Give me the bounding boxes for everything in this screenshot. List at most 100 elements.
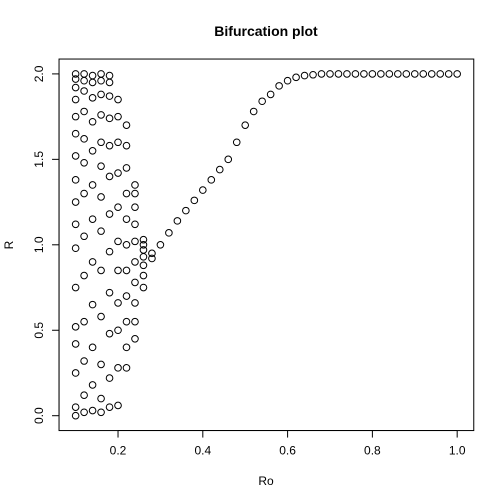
data-point xyxy=(410,70,419,78)
data-point xyxy=(317,70,326,78)
data-point xyxy=(71,323,80,331)
data-point xyxy=(88,94,97,102)
data-point xyxy=(148,254,156,263)
chart-title: Bifurcation plot xyxy=(214,23,318,39)
data-point xyxy=(80,87,88,95)
data-point xyxy=(105,210,114,218)
data-point xyxy=(88,406,97,415)
data-point xyxy=(343,70,351,78)
data-point xyxy=(232,138,241,147)
data-point xyxy=(300,71,309,80)
data-point xyxy=(97,227,105,235)
data-point xyxy=(80,70,88,78)
y-tick-label: 0.5 xyxy=(32,322,46,339)
data-point xyxy=(97,312,105,321)
data-point xyxy=(71,112,80,121)
data-point xyxy=(71,95,80,104)
data-point xyxy=(139,271,148,280)
data-point xyxy=(80,391,88,399)
data-point xyxy=(139,235,148,244)
data-point xyxy=(148,249,156,258)
data-point xyxy=(71,70,80,78)
data-point xyxy=(334,70,343,78)
data-point xyxy=(97,394,105,403)
data-point xyxy=(114,364,122,372)
data-point xyxy=(224,155,233,164)
data-point xyxy=(88,147,97,155)
data-point xyxy=(88,215,97,223)
data-point xyxy=(283,76,292,85)
data-point xyxy=(156,241,165,249)
data-point xyxy=(122,292,131,300)
data-point xyxy=(131,334,139,343)
data-point xyxy=(71,198,80,206)
data-point xyxy=(80,317,88,326)
data-point xyxy=(97,90,105,99)
data-point xyxy=(326,70,334,78)
y-tick-label: 1.0 xyxy=(32,236,46,253)
data-point xyxy=(71,340,80,348)
data-point xyxy=(351,70,360,78)
data-point xyxy=(131,317,139,326)
data-point xyxy=(368,70,377,78)
data-point xyxy=(80,158,88,167)
data-point xyxy=(114,138,122,147)
data-point xyxy=(71,369,80,377)
data-point xyxy=(114,266,122,275)
data-point xyxy=(122,189,131,198)
data-point xyxy=(131,237,139,246)
data-point xyxy=(105,403,114,411)
data-points xyxy=(71,70,461,420)
data-point xyxy=(131,299,139,307)
data-point xyxy=(122,317,131,326)
data-point xyxy=(97,70,105,78)
data-point xyxy=(419,70,428,78)
data-point xyxy=(258,97,266,106)
data-point xyxy=(80,357,88,365)
data-point xyxy=(88,258,97,266)
data-point xyxy=(88,181,97,189)
data-point xyxy=(139,261,148,270)
data-point xyxy=(182,206,190,215)
data-point xyxy=(114,112,122,121)
data-point xyxy=(114,203,122,212)
data-point xyxy=(394,70,402,78)
x-tick-label: 0.6 xyxy=(279,444,296,458)
data-point xyxy=(97,193,105,201)
data-point xyxy=(114,326,122,335)
data-point xyxy=(427,70,436,78)
data-point xyxy=(292,73,300,82)
data-point xyxy=(453,70,461,78)
data-point xyxy=(122,343,131,352)
data-point xyxy=(105,92,114,100)
data-point xyxy=(207,176,216,184)
data-point xyxy=(105,141,114,150)
x-tick-label: 0.8 xyxy=(364,444,381,458)
data-point xyxy=(114,169,122,177)
data-point xyxy=(114,299,122,307)
data-point xyxy=(165,229,173,237)
data-point xyxy=(97,360,105,369)
data-point xyxy=(122,266,131,275)
data-point xyxy=(105,71,114,80)
y-axis: 0.0 0.5 1.0 1.5 2.0 xyxy=(32,65,60,424)
data-point xyxy=(88,381,97,389)
data-point xyxy=(71,176,80,184)
data-point xyxy=(71,129,80,138)
data-point xyxy=(114,95,122,104)
data-point xyxy=(105,329,114,338)
data-point xyxy=(71,283,80,292)
y-tick-label: 0.0 xyxy=(32,407,46,424)
data-point xyxy=(71,244,80,253)
data-point xyxy=(97,266,105,275)
y-tick-label: 1.5 xyxy=(32,151,46,168)
data-point xyxy=(97,408,105,417)
data-point xyxy=(71,152,80,160)
data-point xyxy=(71,75,80,83)
data-point xyxy=(402,70,411,78)
data-point xyxy=(71,403,80,411)
data-point xyxy=(97,111,105,119)
data-point xyxy=(199,186,207,194)
data-point xyxy=(131,189,139,198)
